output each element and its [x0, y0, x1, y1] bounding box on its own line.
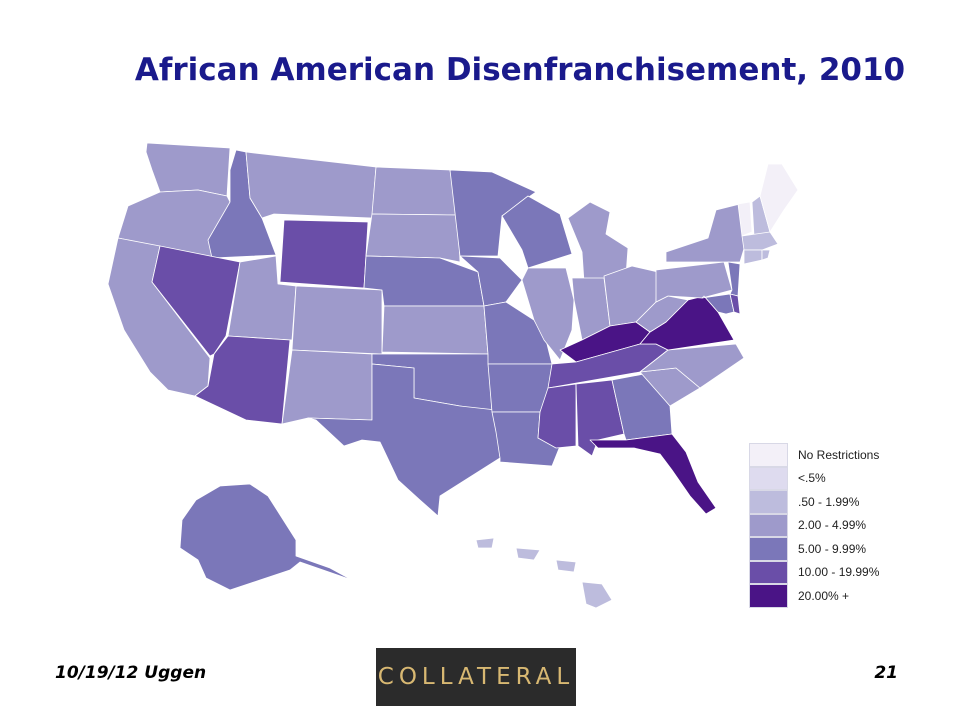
state-nd: [371, 166, 459, 216]
legend-label: 5.00 - 9.99%: [798, 541, 867, 556]
legend-item-5-to-9-99: 5.00 - 9.99%: [749, 537, 879, 561]
legend-label: No Restrictions: [798, 447, 880, 462]
legend-item-0-5-to-1-99: .50 - 1.99%: [749, 490, 879, 514]
state-il: [521, 267, 575, 361]
legend-label: 20.00% +: [798, 588, 850, 603]
legend-label: 2.00 - 4.99%: [798, 518, 867, 533]
state-az: [194, 335, 291, 425]
state-wy: [279, 219, 369, 289]
legend-swatch: [749, 443, 788, 467]
state-ct: [743, 249, 763, 265]
legend-item-no-restrictions: No Restrictions: [749, 443, 879, 467]
legend-swatch: [749, 537, 788, 561]
legend-label: 10.00 - 19.99%: [798, 565, 880, 580]
state-mt: [245, 151, 377, 219]
legend-swatch: [749, 513, 788, 537]
state-ri: [761, 249, 771, 261]
state-tx: [307, 363, 501, 517]
legend-swatch: [749, 466, 788, 490]
legend-item-20-plus: 20.00% +: [749, 584, 879, 608]
state-ak: [179, 483, 353, 591]
state-co: [291, 285, 383, 355]
footer-date-author: 10/19/12 Uggen: [55, 663, 207, 683]
state-de: [729, 293, 741, 315]
state-ks: [381, 305, 489, 355]
page-number: 21: [874, 663, 898, 683]
legend-swatch: [749, 490, 788, 514]
state-ny: [665, 203, 747, 263]
collateral-logo: COLLATERAL: [376, 648, 576, 706]
map-legend: No Restrictions <.5% .50 - 1.99% 2.00 - …: [749, 443, 879, 608]
state-hi3: [555, 559, 577, 573]
state-ma: [741, 231, 779, 251]
legend-swatch: [749, 560, 788, 584]
state-hi2: [515, 547, 541, 561]
legend-swatch: [749, 584, 788, 608]
state-hi1: [475, 537, 495, 549]
state-wi: [501, 195, 573, 269]
legend-item-10-to-19-99: 10.00 - 19.99%: [749, 560, 880, 584]
logo-text: COLLATERAL: [377, 664, 575, 690]
state-hi4: [581, 581, 613, 609]
legend-label: .50 - 1.99%: [798, 494, 860, 509]
legend-item-2-to-4-99: 2.00 - 4.99%: [749, 513, 879, 537]
state-vt: [737, 201, 753, 237]
state-mi: [567, 201, 629, 283]
legend-item-under-half-percent: <.5%: [749, 466, 879, 490]
state-fl: [589, 433, 717, 515]
state-wa: [145, 142, 231, 197]
page-title: African American Disenfranchisement, 201…: [134, 52, 906, 88]
legend-label: <.5%: [798, 471, 826, 486]
state-mo: [483, 301, 553, 365]
state-sd: [365, 213, 461, 263]
state-nm: [281, 349, 373, 425]
